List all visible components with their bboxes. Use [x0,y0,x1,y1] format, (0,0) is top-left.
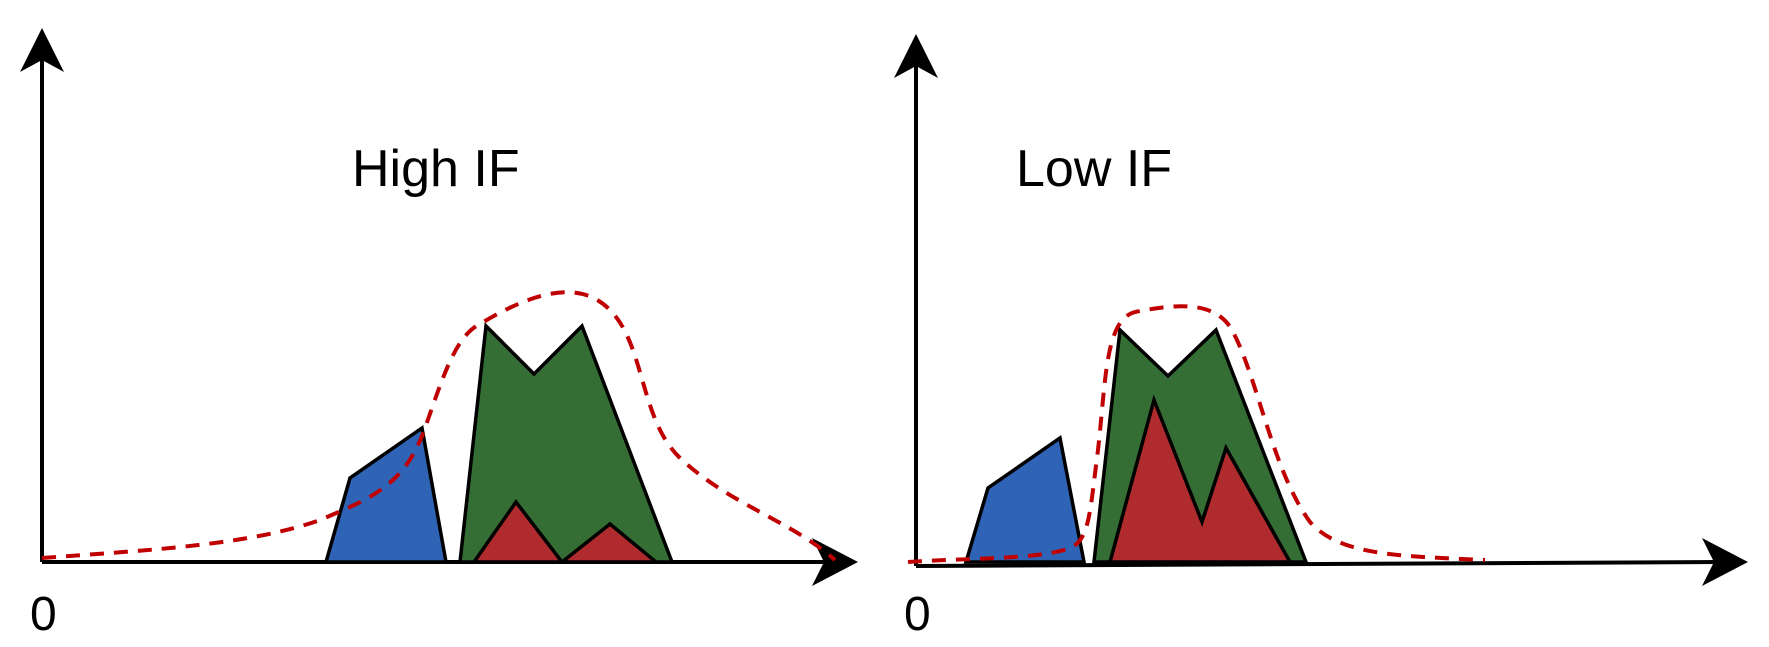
panel-low-if: Low IF 0 [894,34,1748,641]
blue-peak-left [323,425,449,564]
dashed-envelope-left [41,290,837,562]
red-peak-right [1107,394,1293,564]
y-axis-arrowhead-right [894,34,938,78]
y-axis-arrowhead-left [20,28,64,72]
panel-high-if: High IF 0 [20,28,858,641]
x-axis-right [915,560,1721,568]
origin-label: 0 [904,588,931,641]
origin-label: 0 [30,588,57,641]
blue-peak-right [963,435,1087,564]
dashed-envelope-right [907,304,1486,564]
red-peak-left-2 [556,521,661,564]
x-axis-arrowhead-right [1702,538,1748,586]
panel-title: High IF [352,140,520,198]
red-peak-left-1 [470,499,566,564]
panel-title: Low IF [1016,140,1172,198]
green-peak-left [458,322,675,564]
x-axis-arrowhead-left [812,538,858,586]
